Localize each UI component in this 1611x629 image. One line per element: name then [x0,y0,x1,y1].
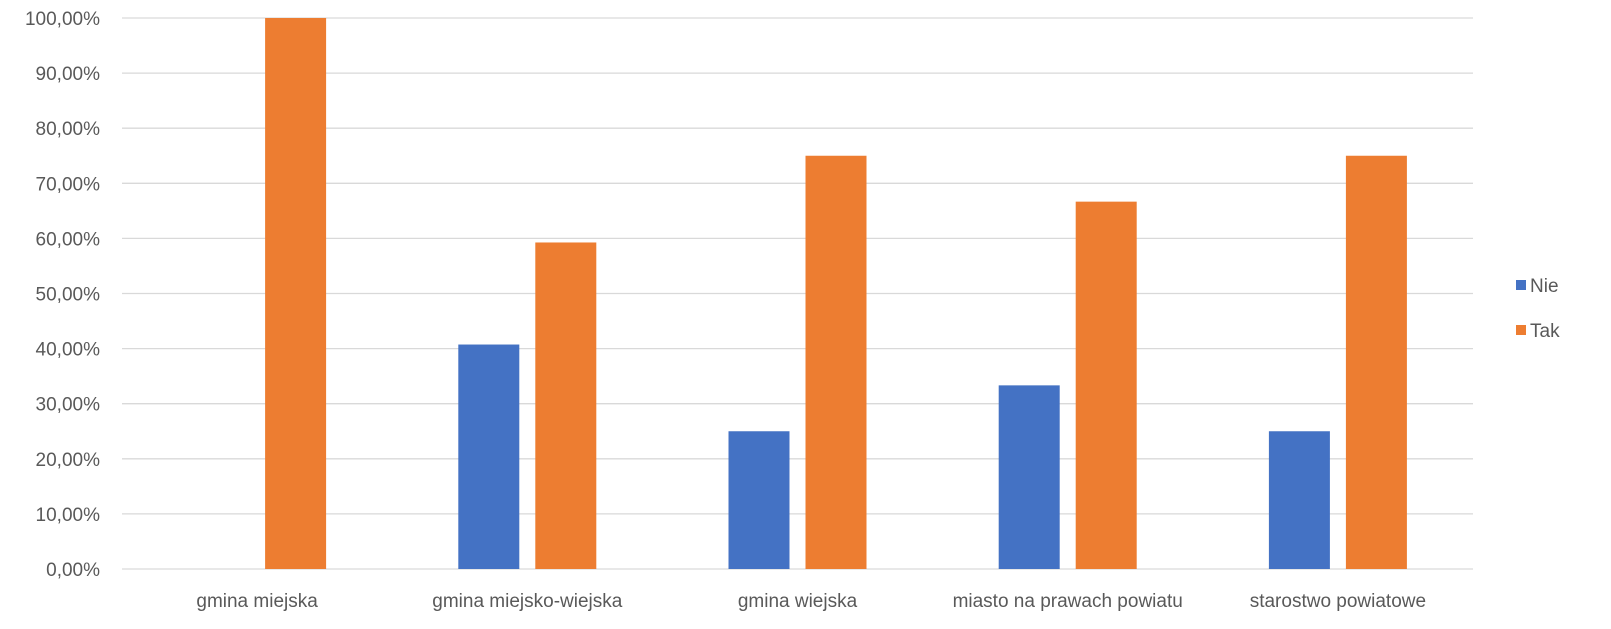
bar-nie-1 [458,344,520,569]
legend-label-tak: Tak [1530,321,1560,342]
y-axis-tick-labels: 0,00% 10,00% 20,00% 30,00% 40,00% 50,00% 60,00… [25,9,100,581]
bar-tak-1 [535,242,597,569]
bar-tak-2 [805,155,867,569]
bar-tak-3 [1075,201,1137,569]
y-tick-label: 10,00% [36,505,101,526]
y-tick-label: 50,00% [36,285,101,306]
x-category-label: gmina miejska [196,591,318,612]
x-category-label: gmina miejsko-wiejska [432,591,622,612]
y-tick-label: 30,00% [36,395,101,416]
legend: Nie Tak [1516,276,1560,342]
legend-label-nie: Nie [1530,276,1559,297]
bar-nie-4 [1268,431,1330,569]
bars [265,18,1407,569]
bar-tak-4 [1345,155,1407,569]
x-category-label: starostwo powiatowe [1250,591,1426,612]
x-axis-category-labels: gmina miejska gmina miejsko-wiejska gmina … [196,591,1426,612]
x-category-label: miasto na prawach powiatu [953,591,1183,612]
legend-swatch-tak [1516,325,1526,335]
y-tick-label: 80,00% [36,119,101,140]
y-tick-label: 0,00% [46,560,100,581]
y-tick-label: 40,00% [36,340,101,361]
legend-swatch-nie [1516,280,1526,290]
y-tick-label: 20,00% [36,450,101,471]
y-tick-label: 60,00% [36,229,101,250]
bar-nie-3 [998,385,1060,569]
bar-tak-0 [265,18,327,569]
y-tick-label: 90,00% [36,64,101,85]
x-category-label: gmina wiejska [738,591,858,612]
y-tick-label: 100,00% [25,9,100,30]
bar-nie-2 [728,431,790,569]
gridlines [122,17,1473,570]
y-tick-label: 70,00% [36,174,101,195]
